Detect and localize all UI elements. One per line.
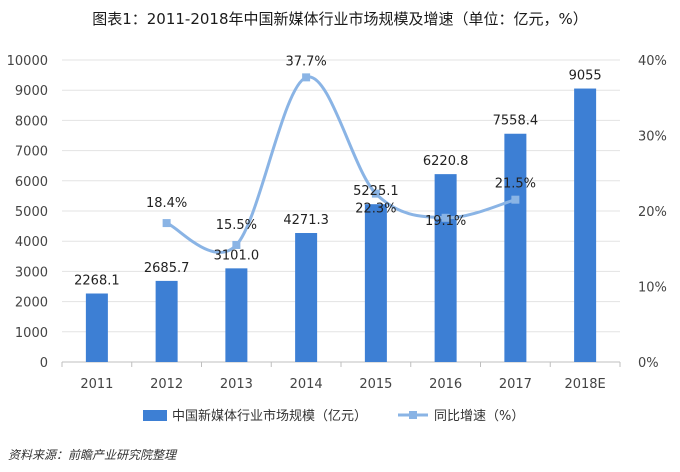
- legend-bar-swatch: [143, 410, 167, 421]
- bar-value-label: 3101.0: [214, 248, 260, 263]
- bar-value-label: 2685.7: [144, 261, 190, 276]
- bar-value-label: 4271.3: [283, 213, 329, 228]
- bar: [504, 133, 527, 362]
- legend-line-marker: [409, 411, 417, 419]
- source-note: 资料来源：前瞻产业研究院整理: [8, 448, 177, 462]
- y-left-tick-label: 10000: [7, 54, 48, 69]
- y-left-tick-label: 7000: [15, 145, 48, 160]
- data-labels: 2268.1 2685.7 3101.0 4271.3 5225.1 6220.8 7558…: [74, 54, 602, 288]
- bar-value-label: 5225.1: [353, 184, 399, 199]
- y-left-tick-label: 2000: [15, 296, 48, 311]
- legend-bar-label: 中国新媒体行业市场规模（亿元）: [172, 408, 367, 424]
- growth-point: [162, 219, 171, 228]
- bars: [85, 88, 597, 362]
- x-tick-label: 2011: [80, 377, 113, 392]
- y-right-tick-label: 20%: [638, 205, 667, 220]
- y-left-tick-label: 5000: [15, 205, 48, 220]
- y-left-tick-label: 4000: [15, 235, 48, 250]
- y-left-tick-label: 9000: [15, 84, 48, 99]
- growth-value-label: 22.3%: [355, 202, 396, 217]
- growth-value-label: 18.4%: [146, 196, 187, 211]
- x-tick-label: 2012: [150, 377, 183, 392]
- growth-value-label: 19.1%: [425, 214, 466, 229]
- growth-point: [371, 189, 380, 198]
- y-left-tick-label: 8000: [15, 114, 48, 129]
- legend: 中国新媒体行业市场规模（亿元） 同比增速（%）: [143, 408, 524, 424]
- chart-title: 图表1：2011-2018年中国新媒体行业市场规模及增速（单位：亿元，%）: [92, 10, 588, 28]
- x-tick-label: 2017: [499, 377, 532, 392]
- y-right-tick-label: 0%: [638, 356, 659, 371]
- bar: [295, 233, 318, 362]
- bar: [574, 88, 597, 362]
- bar-value-label: 9055: [569, 69, 602, 84]
- y-left-tick-label: 1000: [15, 326, 48, 341]
- growth-value-label: 37.7%: [285, 54, 326, 69]
- bar: [85, 293, 108, 362]
- growth-point: [232, 240, 241, 249]
- x-tick-label: 2016: [429, 377, 462, 392]
- x-tick-label: 2013: [220, 377, 253, 392]
- growth-value-label: 15.5%: [216, 218, 257, 233]
- bar-value-label: 6220.8: [423, 154, 469, 169]
- axes: 0 1000 2000 3000 4000 5000 6000 7000 8000 9000 100…: [7, 54, 667, 392]
- growth-point: [441, 213, 450, 222]
- y-right-tick-label: 10%: [638, 281, 667, 296]
- y-left-tick-label: 0: [40, 356, 48, 371]
- bar: [364, 204, 387, 362]
- growth-line: [162, 73, 520, 254]
- bar: [225, 268, 248, 362]
- x-tick-label: 2015: [359, 377, 392, 392]
- growth-point: [511, 195, 520, 204]
- y-right-tick-label: 30%: [638, 130, 667, 145]
- bar: [155, 280, 178, 362]
- y-left-tick-label: 6000: [15, 175, 48, 190]
- growth-point: [302, 73, 311, 82]
- legend-line-label: 同比增速（%）: [434, 409, 524, 424]
- x-tick-label: 2018E: [564, 377, 605, 392]
- y-right-tick-label: 40%: [638, 54, 667, 69]
- bar-value-label: 7558.4: [493, 114, 539, 129]
- bar-value-label: 2268.1: [74, 274, 120, 289]
- x-tick-label: 2014: [290, 377, 323, 392]
- growth-value-label: 21.5%: [495, 177, 536, 192]
- bar: [434, 174, 457, 362]
- y-left-tick-label: 3000: [15, 265, 48, 280]
